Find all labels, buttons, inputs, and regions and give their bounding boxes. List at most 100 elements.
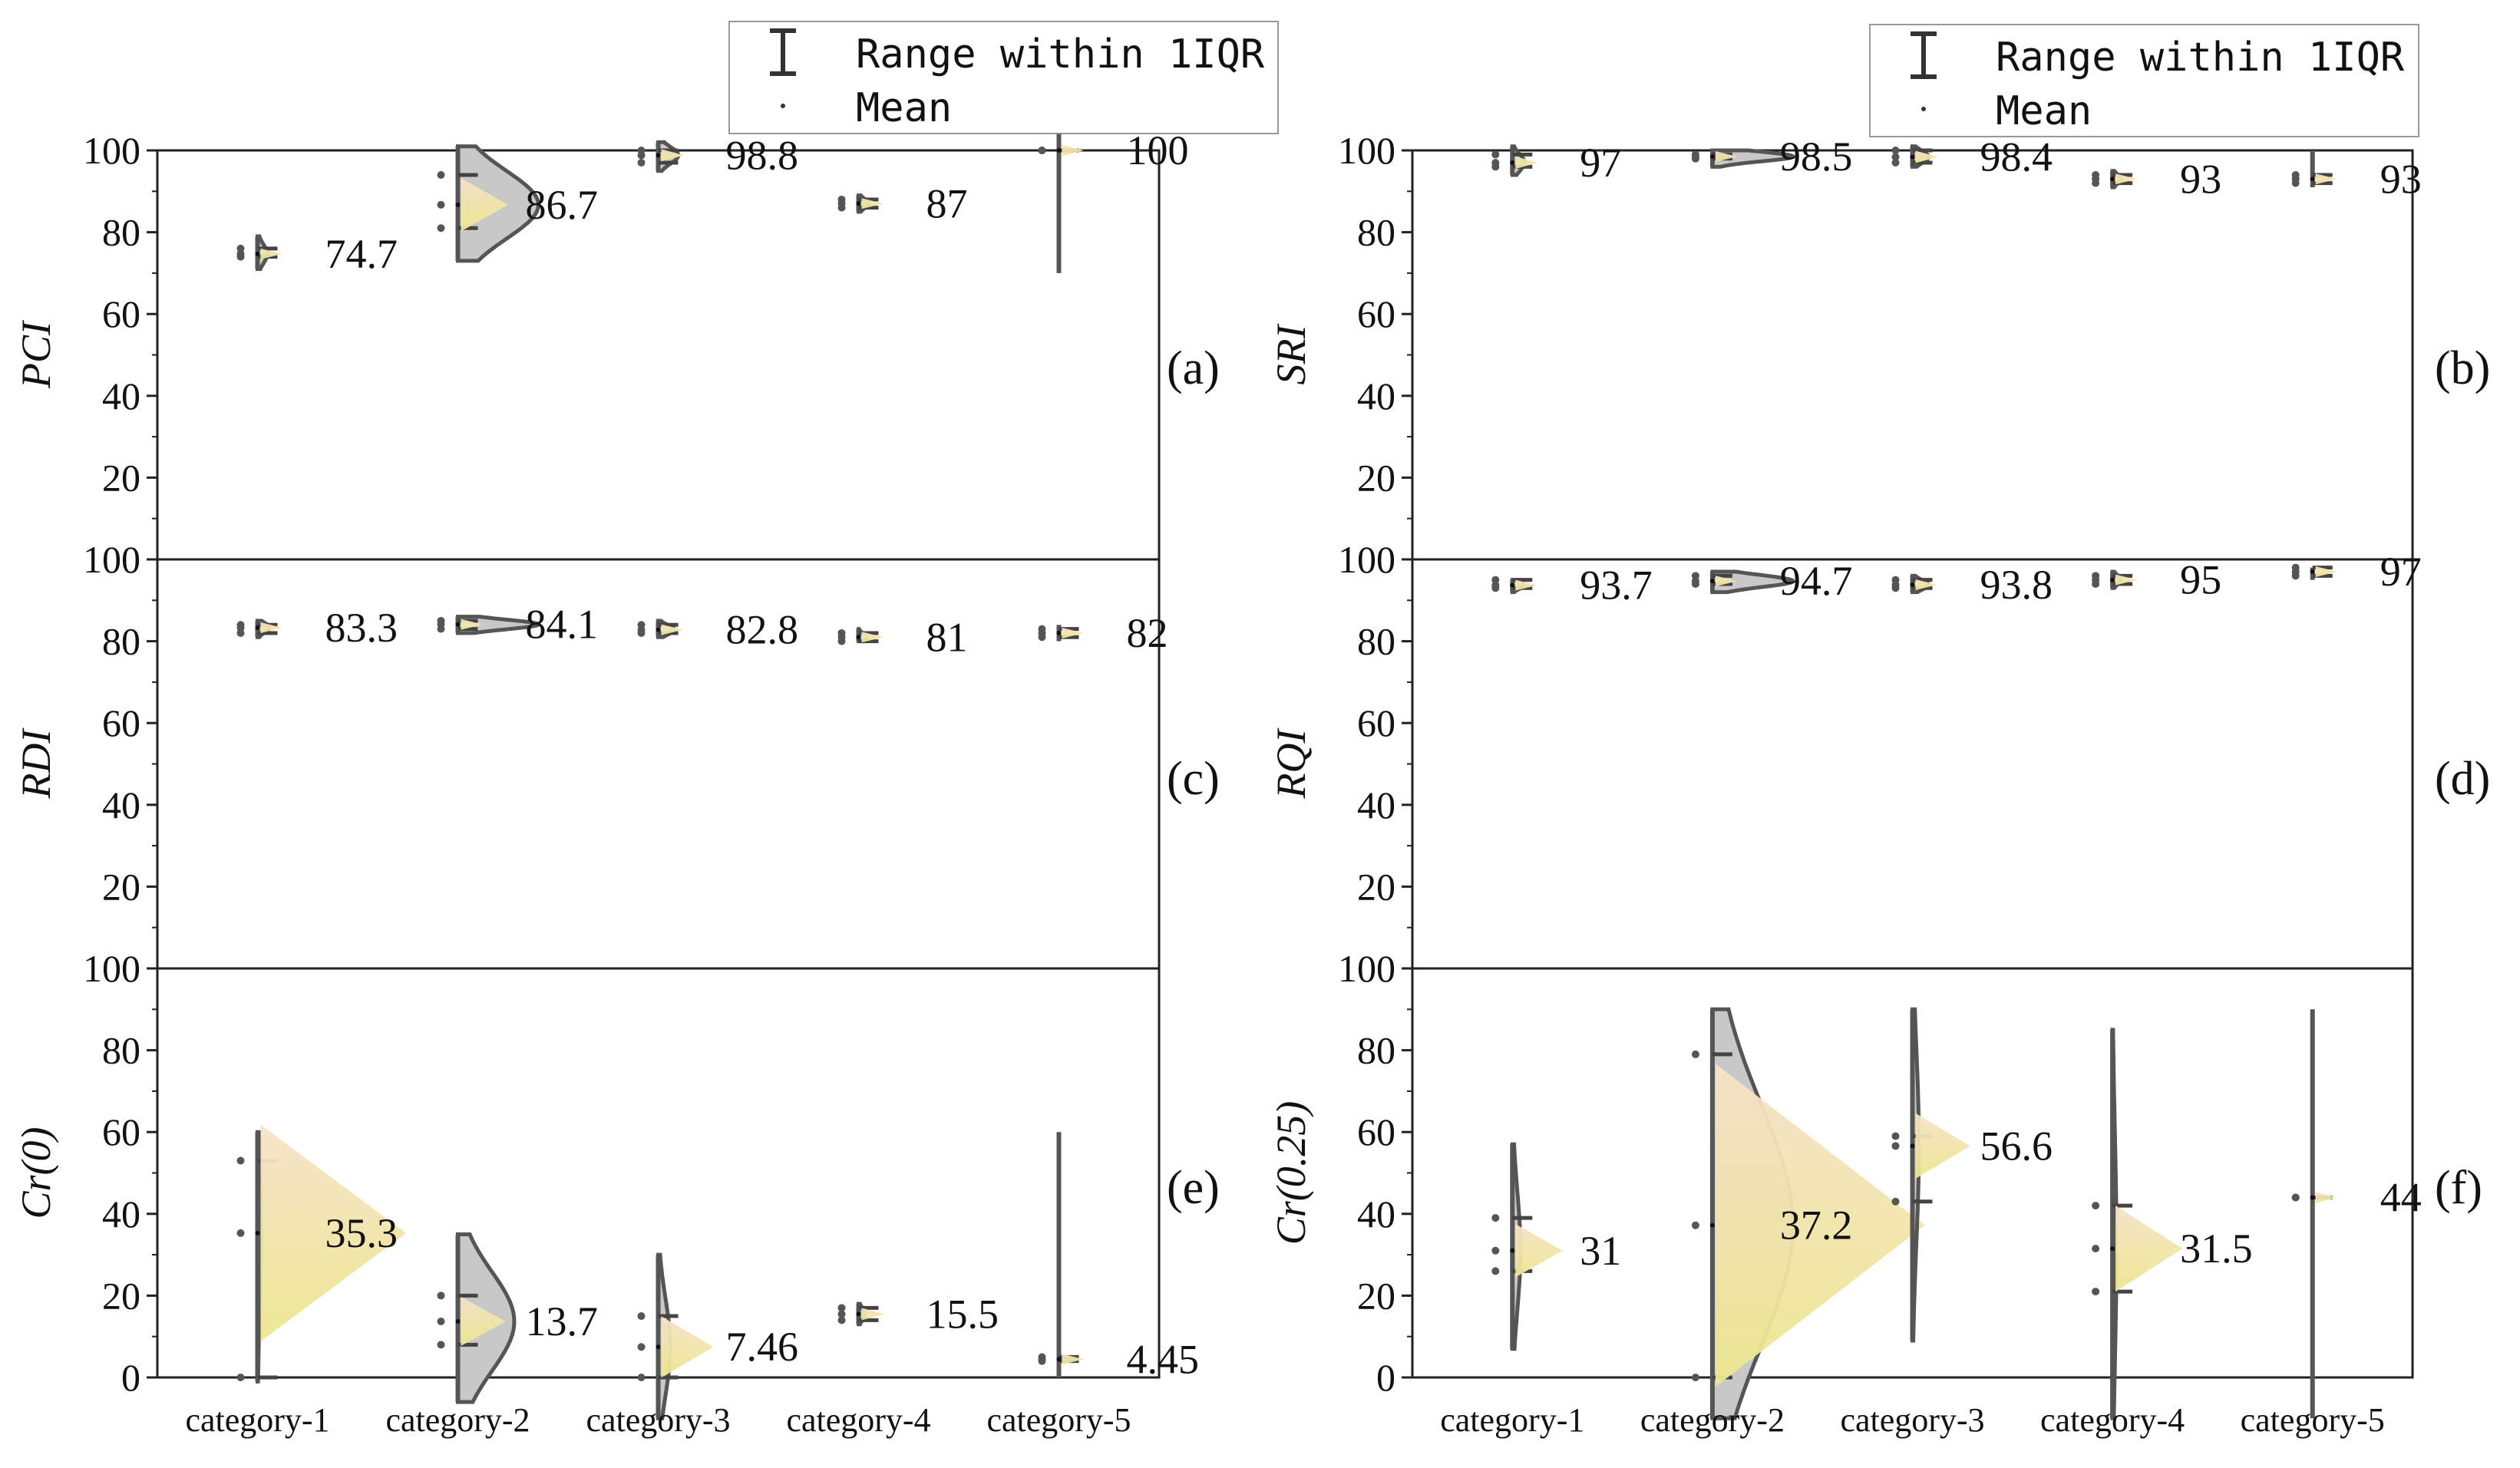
data-point bbox=[1891, 158, 1900, 167]
y-axis-label: SRI bbox=[1268, 322, 1314, 384]
data-point bbox=[837, 1316, 846, 1324]
data-point bbox=[437, 616, 445, 625]
mean-triangle bbox=[260, 622, 282, 634]
mean-dot bbox=[1056, 1357, 1062, 1362]
y-tick-label: 100 bbox=[1338, 129, 1395, 172]
panel-d: 20 40 60 80 100 RQI (d) 93.7 94.7 93.8 95 97 bbox=[1268, 538, 2490, 970]
violin-category-1: 97 bbox=[1491, 140, 1621, 186]
data-point bbox=[1891, 1132, 1900, 1140]
mean-dot bbox=[1510, 582, 1515, 588]
mean-label: 93.7 bbox=[1580, 562, 1653, 609]
y-tick-label: 40 bbox=[102, 374, 140, 417]
y-tick-label: 100 bbox=[1338, 538, 1395, 581]
legend-box bbox=[1869, 24, 2419, 137]
mean-triangle bbox=[661, 624, 683, 635]
data-point bbox=[2092, 572, 2100, 580]
y-tick-label: 0 bbox=[121, 1356, 140, 1399]
data-point bbox=[1891, 147, 1900, 154]
data-point bbox=[1691, 577, 1699, 586]
violin-category-5: 93 bbox=[2291, 150, 2422, 202]
mean-label: 97 bbox=[2380, 549, 2422, 595]
mean-dot bbox=[2110, 1246, 2115, 1252]
y-tick-label: 40 bbox=[102, 1193, 140, 1235]
mean-triangle bbox=[1715, 1064, 1925, 1387]
data-point bbox=[236, 1156, 245, 1165]
mean-label: 37.2 bbox=[1780, 1202, 1853, 1249]
y-tick-label: 100 bbox=[83, 538, 140, 581]
mean-label: 4.45 bbox=[1127, 1336, 1200, 1382]
data-point bbox=[236, 628, 245, 637]
mean-triangle bbox=[861, 1308, 885, 1321]
mean-dot bbox=[856, 1311, 861, 1317]
violin-category-5: 100 bbox=[1038, 127, 1189, 273]
data-point bbox=[2291, 563, 2300, 572]
mean-triangle bbox=[260, 1124, 406, 1342]
mean-triangle bbox=[1515, 579, 1537, 591]
violin-category-4: 87 bbox=[837, 180, 968, 226]
panel-tag: (d) bbox=[2435, 753, 2490, 805]
panel-tag: (a) bbox=[1167, 342, 1220, 394]
legend-label-mean: Mean bbox=[856, 85, 952, 131]
legend-box bbox=[728, 21, 1279, 134]
data-point bbox=[2291, 170, 2300, 179]
mean-label: 31 bbox=[1580, 1228, 1621, 1274]
legend-left: Range within 1IQR Mean bbox=[728, 21, 1279, 134]
violin-category-4: 93 bbox=[2092, 156, 2221, 202]
x-tick-label: category-4 bbox=[786, 1401, 930, 1439]
data-point bbox=[2291, 1193, 2300, 1202]
mean-label: 93 bbox=[2180, 156, 2221, 202]
data-point bbox=[1491, 150, 1500, 159]
mean-label: 44 bbox=[2380, 1174, 2422, 1220]
violin-category-2: 94.7 bbox=[1691, 558, 1853, 604]
mean-label: 98.8 bbox=[726, 132, 799, 178]
mean-triangle bbox=[1062, 145, 1084, 156]
plot-frame bbox=[156, 149, 1161, 561]
mean-dot bbox=[1510, 1248, 1515, 1253]
data-point bbox=[637, 1312, 646, 1321]
mean-label: 56.6 bbox=[1980, 1123, 2053, 1169]
mean-label: 98.4 bbox=[1980, 134, 2053, 180]
data-point bbox=[1891, 153, 1900, 161]
mean-label: 94.7 bbox=[1780, 558, 1853, 604]
data-point bbox=[2092, 170, 2100, 179]
mean-triangle bbox=[1715, 576, 1738, 587]
y-tick-label: 80 bbox=[102, 620, 140, 663]
data-point bbox=[837, 1310, 846, 1318]
mean-triangle bbox=[2315, 566, 2338, 577]
violin-category-3: 98.4 bbox=[1891, 134, 2053, 180]
mean-label: 98.5 bbox=[1780, 134, 1853, 180]
mean-dot bbox=[856, 635, 861, 640]
x-tick-label: category-1 bbox=[185, 1401, 329, 1439]
data-point bbox=[437, 1341, 445, 1349]
data-point bbox=[1491, 158, 1500, 167]
mean-dot bbox=[656, 1344, 661, 1350]
violin-category-5: 4.45 bbox=[1038, 1132, 1200, 1382]
x-tick-label: category-1 bbox=[1440, 1401, 1584, 1439]
y-tick-label: 20 bbox=[102, 1274, 140, 1317]
violin-category-2: 98.5 bbox=[1691, 134, 1853, 180]
mean-label: 97 bbox=[1580, 140, 1621, 186]
mean-triangle bbox=[2315, 1192, 2338, 1203]
legend-label-mean: Mean bbox=[1996, 88, 2092, 134]
y-tick-label: 60 bbox=[1357, 701, 1395, 744]
mean-dot bbox=[2110, 176, 2115, 182]
data-point bbox=[1891, 1142, 1900, 1150]
mean-label: 35.3 bbox=[325, 1210, 398, 1256]
violin-category-3: 56.6 bbox=[1891, 1007, 2053, 1343]
iqr-range-icon bbox=[770, 28, 796, 76]
mean-triangle bbox=[1915, 579, 1937, 591]
data-point bbox=[437, 224, 445, 233]
mean-dot-icon bbox=[781, 104, 785, 108]
x-tick-label: category-2 bbox=[385, 1401, 530, 1439]
y-tick-label: 20 bbox=[1357, 865, 1395, 908]
violin-category-2: 37.2 bbox=[1691, 1007, 1925, 1420]
panel-b: 20 40 60 80 100 SRI (b) 97 98.5 98.4 93 93 bbox=[1268, 129, 2490, 561]
data-point bbox=[837, 1304, 846, 1312]
data-point bbox=[1491, 1246, 1500, 1255]
y-tick-label: 60 bbox=[1357, 1110, 1395, 1153]
violin-category-3: 82.8 bbox=[637, 607, 798, 653]
y-tick-label: 40 bbox=[1357, 783, 1395, 826]
y-tick-label: 80 bbox=[1357, 620, 1395, 663]
violin-category-2: 84.1 bbox=[437, 602, 598, 648]
data-point bbox=[1691, 572, 1699, 580]
